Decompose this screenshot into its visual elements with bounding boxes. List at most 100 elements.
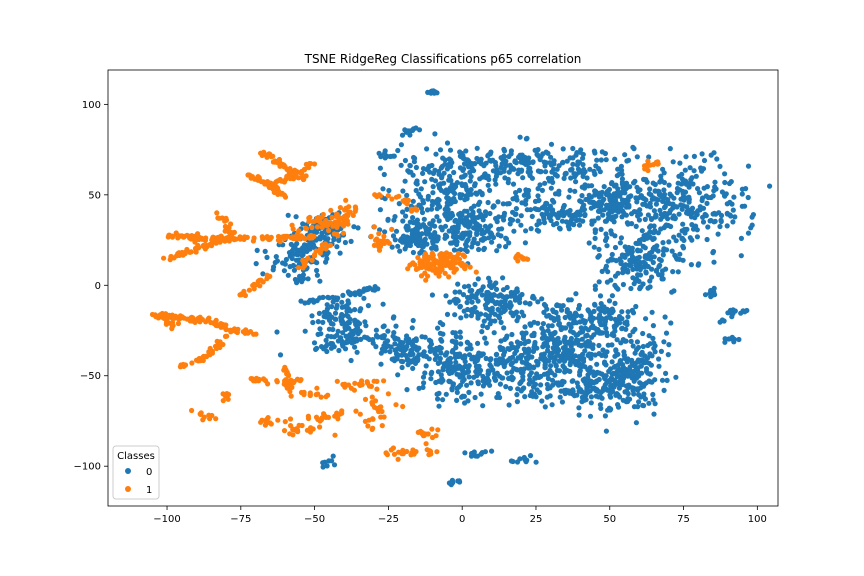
data-point (615, 270, 621, 276)
data-point (430, 218, 436, 224)
data-point (639, 381, 645, 387)
data-point (633, 420, 640, 426)
data-point (409, 325, 415, 331)
data-point (457, 353, 463, 359)
data-point (645, 158, 651, 164)
data-point (331, 462, 338, 468)
data-point (651, 340, 657, 346)
data-point (520, 175, 526, 181)
data-point (518, 340, 524, 347)
data-point (514, 197, 520, 203)
y-tick-label: 0 (95, 281, 101, 292)
data-point (347, 308, 354, 314)
data-point (396, 201, 402, 207)
data-point (385, 193, 391, 199)
data-point (441, 180, 447, 186)
data-point (586, 240, 592, 246)
data-point (177, 364, 183, 370)
data-point (262, 248, 268, 254)
data-point (421, 216, 427, 222)
data-point (344, 312, 350, 318)
data-point (699, 197, 705, 204)
data-point (290, 226, 296, 232)
data-point (522, 457, 528, 463)
data-point (486, 275, 492, 281)
data-point (453, 300, 459, 306)
data-point (679, 206, 685, 212)
data-point (484, 300, 490, 306)
data-point (340, 230, 346, 236)
data-point (438, 255, 444, 261)
data-point (445, 216, 451, 223)
data-point (331, 237, 337, 243)
data-point (297, 273, 303, 279)
data-point (560, 159, 566, 165)
data-point (220, 398, 226, 404)
data-point (223, 322, 229, 328)
data-point (619, 167, 625, 173)
data-point (619, 316, 625, 322)
data-point (539, 335, 546, 341)
data-point (447, 299, 453, 305)
data-point (623, 262, 629, 268)
data-point (335, 233, 341, 239)
data-point (471, 294, 477, 300)
data-point (336, 216, 342, 223)
data-point (588, 378, 594, 384)
data-point (647, 186, 653, 192)
data-point (434, 214, 440, 220)
data-point (277, 176, 283, 183)
data-point (209, 242, 215, 248)
data-point (294, 241, 300, 247)
data-point (612, 196, 618, 203)
data-point (618, 340, 624, 346)
data-point (422, 262, 428, 269)
data-point (516, 187, 523, 193)
data-point (745, 163, 752, 169)
data-point (481, 318, 487, 324)
data-point (449, 349, 455, 355)
data-point (336, 237, 342, 243)
data-point (264, 254, 270, 260)
data-point (462, 181, 468, 188)
data-point (671, 288, 677, 294)
data-point (393, 194, 400, 200)
data-point (649, 379, 655, 385)
data-point (413, 187, 419, 194)
data-point (617, 358, 624, 364)
data-point (339, 321, 345, 327)
data-point (253, 375, 260, 381)
data-point (222, 393, 229, 399)
data-point (283, 176, 289, 183)
data-point (420, 166, 427, 172)
data-point (499, 293, 505, 299)
legend-label-class-0: 0 (146, 467, 152, 478)
data-point (549, 402, 555, 408)
data-point (456, 478, 462, 484)
x-tick-label: 25 (530, 514, 543, 525)
data-point (485, 225, 491, 231)
data-point (523, 228, 529, 234)
data-point (610, 257, 616, 263)
data-point (652, 349, 658, 355)
data-point (549, 323, 555, 329)
data-point (430, 240, 436, 246)
data-point (694, 209, 700, 215)
data-point (576, 302, 583, 309)
data-point (689, 205, 696, 211)
data-point (619, 309, 625, 315)
data-point (389, 244, 395, 250)
data-point (548, 185, 554, 191)
legend-marker-class-1 (125, 486, 131, 492)
data-point (537, 169, 543, 175)
data-point (495, 293, 502, 299)
data-point (429, 426, 435, 432)
data-point (556, 358, 563, 364)
data-point (641, 403, 647, 409)
data-point (496, 226, 502, 232)
data-point (415, 429, 421, 435)
data-point (328, 345, 334, 351)
data-point (504, 284, 510, 291)
data-point (190, 235, 196, 241)
data-point (682, 226, 688, 232)
